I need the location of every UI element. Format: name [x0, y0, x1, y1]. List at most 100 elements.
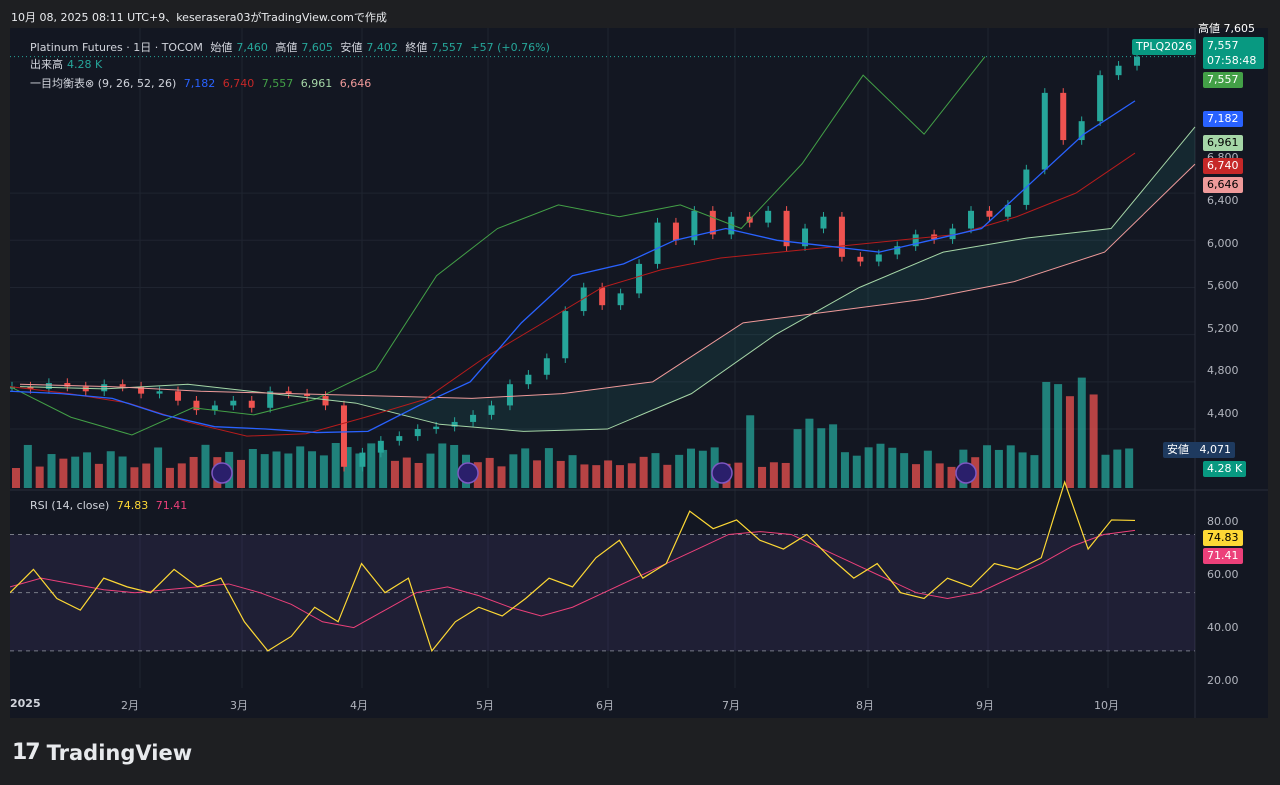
volume-bar	[675, 454, 684, 488]
volume-bar	[165, 467, 174, 488]
volume-bar	[201, 444, 210, 488]
volume-bar	[390, 460, 399, 488]
volume-bar	[130, 467, 139, 488]
volume-bar	[189, 456, 198, 488]
volume-bar	[426, 453, 435, 488]
volume-bar	[852, 455, 861, 488]
candle-body	[156, 391, 163, 394]
candle-body	[912, 234, 919, 247]
volume-bar	[947, 466, 956, 488]
high-label: 高値	[275, 41, 298, 54]
chart-panel[interactable]: Platinum Futures · 1日 · TOCOM 始値 7,460 高値…	[10, 22, 1268, 718]
rsi-tick: 20.00	[1207, 674, 1239, 687]
low-marker-label: 安値 4,071	[1163, 442, 1235, 458]
volume-bar	[1113, 449, 1122, 488]
volume-bar	[1006, 445, 1015, 488]
time-tick: 10月	[1094, 699, 1119, 712]
volume-bar	[1042, 381, 1051, 488]
ticker-badge[interactable]: TPLQ2026	[1132, 39, 1197, 55]
volume-bar	[1101, 454, 1110, 488]
chart-canvas[interactable]	[10, 28, 1268, 718]
volume-bar	[1030, 455, 1039, 488]
rsi-ma-value: 71.41	[155, 499, 188, 512]
candle-body	[617, 293, 624, 306]
volume-bar	[935, 463, 944, 488]
price-tick: 5,200	[1207, 322, 1239, 335]
top-high-label: 高値 7,605	[1198, 22, 1255, 35]
price-tick: 5,600	[1207, 279, 1239, 292]
volume-bar	[142, 463, 151, 488]
time-tick: 7月	[722, 699, 740, 712]
ichimoku-cloud	[20, 126, 1195, 432]
price-tick: 4,400	[1207, 407, 1239, 420]
low-label: 安値	[340, 41, 363, 54]
volume-bar	[47, 454, 56, 488]
candle-body	[986, 210, 993, 217]
candle-body	[470, 414, 477, 422]
close-value: 7,557	[431, 41, 463, 54]
volume-bar	[580, 464, 589, 488]
volume-bar	[83, 452, 92, 488]
candle-body	[359, 452, 366, 467]
volume-bar	[154, 447, 163, 488]
volume-value: 4.28 K	[67, 58, 103, 71]
rsi-label[interactable]: RSI (14, close)	[30, 499, 110, 512]
candle-body	[488, 405, 495, 415]
candle-body	[322, 396, 329, 406]
volume-bar	[746, 415, 755, 488]
tradingview-logo[interactable]: 17 TradingView	[12, 740, 192, 765]
volume-bar	[544, 448, 553, 488]
time-tick: 9月	[976, 699, 994, 712]
candle-body	[728, 216, 735, 235]
countdown: 07:58:48	[1207, 54, 1257, 67]
candle-body	[691, 210, 698, 241]
volume-bar	[296, 446, 305, 488]
candle-body	[45, 383, 52, 389]
symbol-name[interactable]: Platinum Futures · 1日 · TOCOM	[30, 41, 203, 54]
volume-bar	[71, 456, 80, 488]
volume-bar	[284, 453, 293, 488]
volume-label: 出来高	[30, 58, 63, 71]
volume-bar	[23, 444, 32, 488]
tradingview-mark-icon: 17	[12, 740, 41, 765]
volume-legend: 出来高 4.28 K	[30, 56, 106, 72]
candle-body	[636, 263, 643, 294]
candle-body	[396, 436, 403, 441]
tenkan-line	[10, 100, 1136, 434]
volume-bar	[260, 454, 269, 488]
volume-bar	[769, 462, 778, 488]
event-marker-icon	[711, 462, 733, 484]
volume-bar	[1065, 396, 1074, 488]
candle-body	[267, 391, 274, 408]
candle-body	[119, 384, 126, 387]
volume-bar	[687, 448, 695, 488]
span-b-line	[19, 163, 1196, 399]
candle-body	[820, 216, 827, 229]
volume-bar	[343, 447, 352, 488]
volume-bar	[556, 460, 565, 488]
volume-bar	[1125, 448, 1134, 488]
candle-body	[82, 386, 89, 392]
volume-bar	[876, 443, 885, 488]
volume-bar	[983, 445, 992, 488]
time-tick: 8月	[856, 699, 874, 712]
time-tick: 2月	[121, 699, 139, 712]
candle-body	[1078, 121, 1085, 141]
ichimoku-label[interactable]: 一目均衡表⊗ (9, 26, 52, 26)	[30, 77, 177, 90]
volume-bar	[355, 453, 364, 488]
volume-bar	[118, 456, 127, 488]
volume-bar	[485, 457, 494, 488]
rsi-value: 74.83	[116, 499, 149, 512]
rsi-badge: 74.83	[1203, 530, 1243, 546]
volume-bar	[319, 455, 328, 488]
span-b-value: 6,646	[339, 77, 372, 90]
kijun-line	[10, 152, 1136, 437]
time-tick: 3月	[230, 699, 248, 712]
candle-body	[580, 287, 587, 312]
candle-body	[433, 426, 440, 430]
span-a-line	[19, 126, 1196, 432]
volume-bar	[994, 449, 1003, 488]
candle-body	[211, 405, 218, 411]
span-a-badge: 6,961	[1203, 135, 1243, 151]
candle-body	[802, 228, 809, 247]
